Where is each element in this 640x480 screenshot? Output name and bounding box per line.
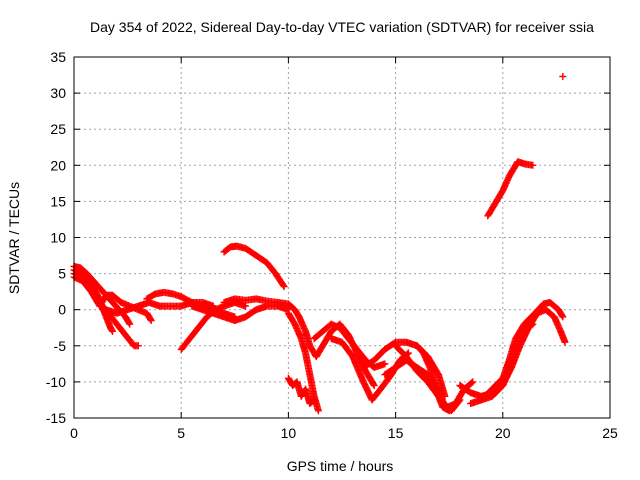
series-arc-22 — [477, 306, 569, 404]
y-tick-label: 25 — [50, 121, 66, 137]
data-point — [559, 72, 567, 80]
data-point — [280, 283, 288, 291]
data-point — [314, 407, 322, 415]
data-point — [309, 397, 317, 405]
series-arc-14 — [310, 320, 389, 371]
x-tick-label: 25 — [602, 425, 618, 441]
series-arc-10 — [220, 242, 288, 291]
data-point — [559, 313, 567, 321]
series-arc-23 — [484, 158, 537, 220]
y-tick-label: 30 — [50, 85, 66, 101]
data-point — [125, 319, 133, 327]
y-tick-label: 15 — [50, 193, 66, 209]
y-tick-label: 10 — [50, 230, 66, 246]
data-point — [445, 407, 453, 415]
x-tick-label: 0 — [70, 425, 78, 441]
data-point — [561, 338, 569, 346]
data-point — [109, 327, 117, 335]
data-series — [70, 72, 569, 415]
x-tick-label: 10 — [281, 425, 297, 441]
grid-lines — [74, 57, 610, 418]
y-tick-label: 35 — [50, 49, 66, 65]
y-axis-label: SDTVAR / TECUs — [6, 182, 22, 294]
plot-frame — [73, 56, 611, 419]
data-point — [468, 379, 476, 387]
series-arc-11 — [284, 309, 322, 415]
data-point — [381, 360, 389, 368]
data-point — [134, 342, 142, 350]
x-axis-label: GPS time / hours — [287, 458, 394, 474]
y-tick-label: 5 — [58, 266, 66, 282]
chart-title: Day 354 of 2022, Sidereal Day-to-day VTE… — [90, 19, 594, 35]
series-arc-8 — [188, 302, 292, 325]
x-tick-label: 5 — [177, 425, 185, 441]
data-point — [469, 378, 477, 386]
y-tick-label: -5 — [54, 338, 67, 354]
data-point — [558, 312, 566, 320]
data-point — [370, 382, 378, 390]
data-point — [310, 396, 318, 404]
data-point — [146, 315, 154, 323]
y-tick-label: 0 — [58, 302, 66, 318]
x-tick-label: 15 — [388, 425, 404, 441]
data-point — [147, 317, 155, 325]
series-arc-5 — [102, 298, 217, 317]
axis-ticks: 0 5 10 15 20 25 -15 -10 -5 0 5 10 15 20 25 30 35 — [46, 49, 618, 441]
data-point — [444, 406, 452, 414]
y-tick-label: -10 — [46, 374, 66, 390]
y-tick-label: 20 — [50, 157, 66, 173]
data-point — [279, 281, 287, 289]
y-tick-label: -15 — [46, 410, 66, 426]
series-arc-12 — [284, 374, 318, 408]
data-point — [369, 380, 377, 388]
series-arc-24 — [559, 72, 567, 80]
data-point — [126, 320, 134, 328]
data-point — [529, 161, 537, 169]
series-arc-19 — [413, 342, 453, 415]
data-point — [108, 326, 116, 334]
x-tick-label: 20 — [495, 425, 511, 441]
